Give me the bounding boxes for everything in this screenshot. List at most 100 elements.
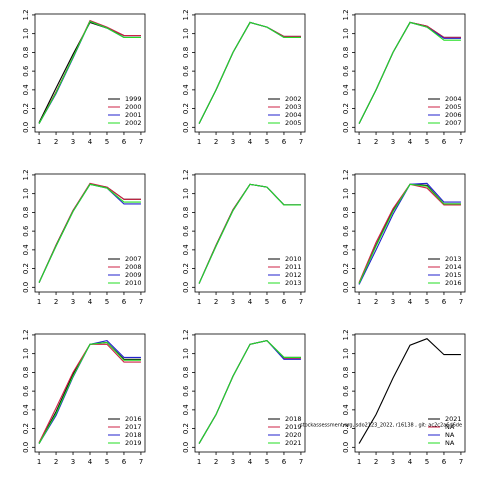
y-tick-label: 0.8 [182,47,190,58]
y-tick-label: 0.0 [182,282,190,293]
legend-label: 2019 [285,423,302,431]
y-tick-label: 0.2 [342,263,350,274]
series-line [358,21,461,124]
legend-label: 2000 [125,103,142,111]
x-tick-label: 5 [425,458,429,466]
x-tick-label: 7 [139,298,143,306]
y-tick-label: 1.2 [22,329,30,340]
y-tick-label: 0.0 [342,442,350,453]
legend-label: 2007 [445,119,462,127]
legend-label: 2003 [285,103,302,111]
legend-label: 2002 [285,95,302,103]
x-tick-label: 2 [54,138,58,146]
x-tick-label: 1 [357,458,361,466]
y-tick-label: 0.6 [182,65,190,77]
y-tick-label: 0.4 [342,404,350,416]
y-tick-label: 0.8 [342,47,350,58]
legend-label: 1999 [125,95,142,103]
y-tick-label: 0.4 [22,404,30,416]
x-tick-label: 1 [357,298,361,306]
legend-label: 2015 [445,271,462,279]
series-line [198,339,301,444]
x-tick-label: 2 [214,138,218,146]
x-tick-label: 4 [88,458,93,466]
y-tick-label: 1.2 [342,169,350,180]
y-tick-label: 0.2 [342,423,350,434]
legend-label: 2004 [285,111,302,119]
x-tick-label: 7 [299,138,303,146]
x-tick-label: 5 [265,138,269,146]
y-tick-label: 0.8 [182,367,190,378]
x-tick-label: 4 [88,138,93,146]
y-tick-label: 1.0 [342,28,350,39]
x-tick-label: 7 [139,138,143,146]
y-tick-label: 1.0 [182,188,190,199]
x-tick-label: 3 [231,298,235,306]
y-tick-label: 1.2 [182,9,190,20]
x-tick-label: 6 [442,458,447,466]
legend-label: NA [445,423,455,431]
series-line [38,20,141,124]
x-tick-label: 6 [282,458,287,466]
legend-label: 2016 [125,415,142,423]
legend-label: 2009 [125,271,142,279]
x-tick-label: 4 [408,138,413,146]
y-tick-label: 0.6 [342,225,350,237]
y-tick-label: 0.6 [22,225,30,237]
x-tick-label: 6 [282,138,287,146]
legend-label: 2020 [285,431,302,439]
y-tick-label: 0.4 [182,84,190,96]
x-tick-label: 3 [391,458,395,466]
legend-label: 2011 [285,263,302,271]
y-tick-label: 0.4 [342,84,350,96]
y-tick-label: 1.0 [22,188,30,199]
x-tick-label: 4 [408,458,413,466]
y-tick-label: 0.0 [22,442,30,453]
annotation: stockassessment.org, sdo2123_2022, r1613… [300,423,462,429]
legend-label: 2004 [445,95,462,103]
legend-label: 2006 [445,111,462,119]
legend-label: 2017 [125,423,142,431]
y-tick-label: 0.2 [22,263,30,274]
x-tick-label: 4 [248,298,253,306]
x-tick-label: 6 [122,138,127,146]
y-tick-label: 0.6 [22,65,30,77]
y-tick-label: 0.6 [22,385,30,397]
series-line [198,21,301,124]
y-tick-label: 0.8 [342,367,350,378]
x-tick-label: 7 [299,458,303,466]
x-tick-label: 7 [459,458,463,466]
x-tick-label: 3 [391,138,395,146]
x-tick-label: 6 [442,138,447,146]
y-tick-label: 1.0 [22,348,30,359]
y-tick-label: 0.8 [22,47,30,58]
legend-label: 2010 [285,255,302,263]
legend-label: 2010 [125,279,142,287]
series-line [198,183,301,284]
legend-label: 2002 [125,119,142,127]
legend-label: 2005 [285,119,302,127]
legend-label: 2008 [125,263,142,271]
x-tick-label: 3 [231,138,235,146]
x-tick-label: 1 [37,298,41,306]
x-tick-label: 5 [105,138,109,146]
x-tick-label: 1 [197,298,201,306]
x-tick-label: 2 [374,458,378,466]
y-tick-label: 0.4 [22,84,30,96]
y-tick-label: 0.2 [182,103,190,114]
y-tick-label: 1.2 [342,329,350,340]
x-tick-label: 6 [282,298,287,306]
x-tick-label: 6 [442,298,447,306]
legend-label: 2019 [125,439,142,447]
x-tick-label: 6 [122,298,127,306]
x-tick-label: 7 [139,458,143,466]
legend-label: 2014 [445,263,462,271]
x-tick-label: 3 [71,138,75,146]
legend-label: 2016 [445,279,462,287]
x-tick-label: 3 [71,458,75,466]
x-tick-label: 5 [105,458,109,466]
y-tick-label: 1.2 [342,9,350,20]
y-tick-label: 0.8 [342,207,350,218]
x-tick-label: 5 [425,298,429,306]
legend-label: 2021 [445,415,462,423]
